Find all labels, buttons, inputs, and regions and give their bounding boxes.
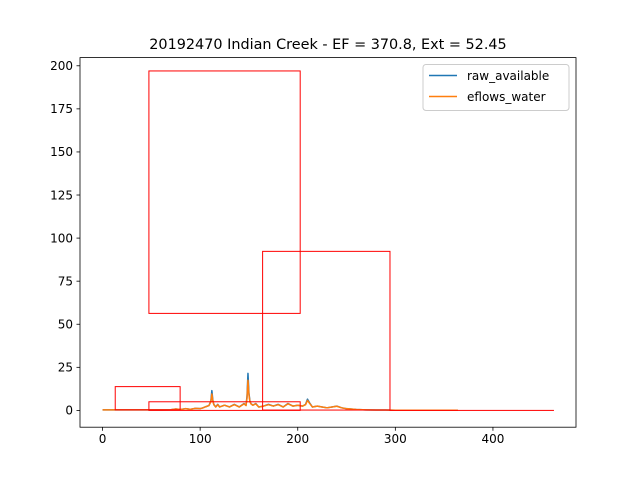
- y-tick-label: 200: [50, 59, 73, 73]
- y-tick-label: 0: [65, 404, 73, 418]
- y-tick-label: 150: [50, 145, 73, 159]
- y-tick-label: 25: [58, 361, 73, 375]
- legend-label-eflows_water: eflows_water: [467, 90, 546, 104]
- chart-title: 20192470 Indian Creek - EF = 370.8, Ext …: [149, 37, 506, 53]
- y-tick-label: 75: [58, 274, 73, 288]
- y-tick-label: 50: [58, 318, 73, 332]
- y-tick-label: 100: [50, 231, 73, 245]
- y-tick-label: 175: [50, 102, 73, 116]
- x-tick-label: 300: [384, 432, 407, 446]
- y-tick-label: 125: [50, 188, 73, 202]
- x-tick-label: 100: [189, 432, 212, 446]
- x-tick-label: 400: [481, 432, 504, 446]
- x-tick-label: 200: [286, 432, 309, 446]
- legend-label-raw_available: raw_available: [467, 69, 549, 83]
- x-tick-label: 0: [99, 432, 107, 446]
